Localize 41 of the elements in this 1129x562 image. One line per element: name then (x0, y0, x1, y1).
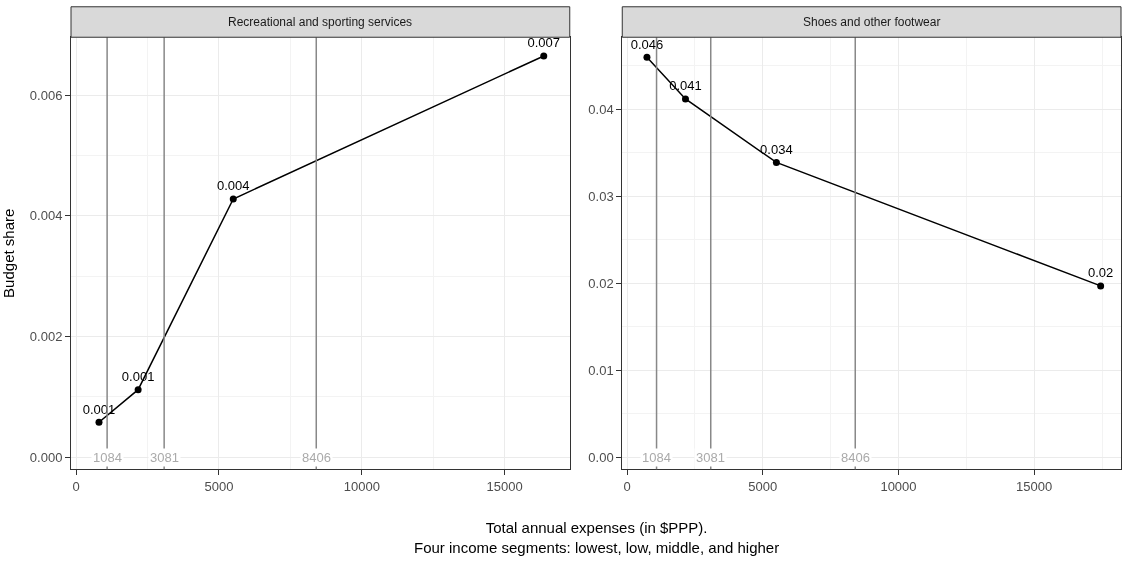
x-tick-label: 10000 (343, 478, 380, 494)
data-label: 0.02 (1087, 265, 1114, 281)
chart-title: Recreational and sporting services (228, 15, 413, 29)
point (134, 386, 142, 394)
ref-line-label: 3081 (696, 450, 725, 465)
x-tick-label: 0 (72, 478, 80, 494)
ref-line-label: 8406 (302, 450, 331, 465)
x-tick-label: 15000 (486, 478, 523, 494)
y-tick-label: 0.000 (29, 449, 63, 465)
ref-line-label: 8406 (841, 450, 870, 465)
x-tick-label: 10000 (880, 478, 917, 494)
data-label: 0.034 (760, 141, 793, 157)
data-label: 0.004 (216, 178, 250, 194)
y-tick-label: 0.00 (588, 449, 614, 465)
ref-line-label: 1084 (642, 450, 671, 465)
x-tick-label: 5000 (204, 478, 234, 494)
point (643, 53, 651, 61)
point (95, 418, 103, 426)
data-label: 0.046 (630, 36, 664, 52)
y-tick-label: 0.004 (29, 208, 63, 224)
y-tick-label: 0.01 (588, 362, 614, 378)
data-label: 0.001 (82, 401, 116, 417)
y-tick-label: 0.04 (588, 101, 614, 117)
ref-line-label: 3081 (150, 450, 179, 465)
y-tick-label: 0.02 (588, 275, 614, 291)
point (772, 158, 780, 166)
x-tick-label: 15000 (1016, 478, 1053, 494)
ref-line-label: 1084 (93, 450, 122, 465)
point (681, 95, 689, 103)
chart-title: Shoes and other footwear (803, 15, 941, 29)
y-tick-label: 0.03 (588, 188, 614, 204)
x-axis-title: Total annual expenses (in $PPP). Four income segments: lowest, low, middle, and higher (414, 519, 780, 556)
x-tick-label: 5000 (748, 478, 778, 494)
y-tick-label: 0.006 (29, 87, 63, 103)
point (1097, 282, 1105, 290)
point (229, 195, 237, 203)
x-tick-label: 0 (623, 478, 631, 494)
data-label: 0.007 (527, 35, 561, 51)
y-tick-label: 0.002 (29, 329, 63, 345)
y-axis-title: Budget share (0, 208, 17, 298)
point (540, 52, 548, 60)
